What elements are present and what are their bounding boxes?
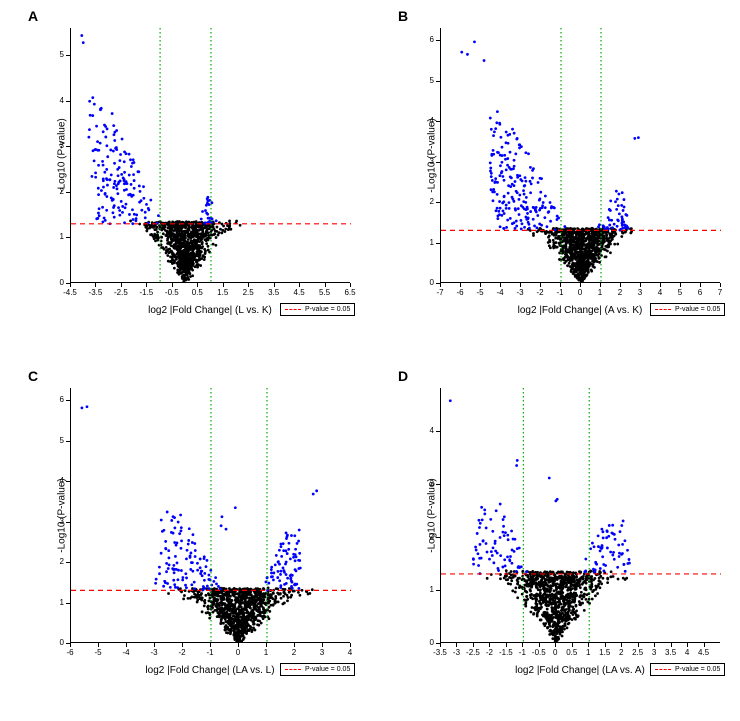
y-tick: 0 [414, 639, 434, 647]
legend-dash-icon [285, 309, 301, 310]
x-tick: 3.5 [264, 289, 284, 297]
y-tick: 1 [44, 599, 64, 607]
legend: P-value = 0.05 [280, 303, 355, 316]
x-tick: -1 [550, 289, 570, 297]
legend-dash-icon [655, 309, 671, 310]
x-tick: -6 [60, 649, 80, 657]
panel-label: D [398, 368, 408, 384]
y-tick: 1 [414, 586, 434, 594]
y-tick: 4 [44, 97, 64, 105]
x-tick: -4.5 [60, 289, 80, 297]
x-tick: -6 [450, 289, 470, 297]
x-tick: 0.5 [187, 289, 207, 297]
x-tick: -4 [116, 649, 136, 657]
legend-text: P-value = 0.05 [305, 666, 350, 673]
x-tick: 7 [710, 289, 730, 297]
plot-area [440, 388, 720, 643]
legend: P-value = 0.05 [280, 663, 355, 676]
x-tick: 0 [228, 649, 248, 657]
x-tick: -3 [144, 649, 164, 657]
x-tick: 6.5 [340, 289, 360, 297]
x-tick: -0.5 [162, 289, 182, 297]
x-tick: 4 [340, 649, 360, 657]
x-tick: 5.5 [315, 289, 335, 297]
x-tick: 1.5 [213, 289, 233, 297]
y-tick: 0 [44, 279, 64, 287]
y-axis-label: -Log10 (P-value) [427, 478, 438, 552]
legend-text: P-value = 0.05 [675, 666, 720, 673]
panel-c: C0123456-6-5-4-3-2-101234-Log10 (P-value… [10, 368, 360, 713]
x-tick: -7 [430, 289, 450, 297]
y-axis-label: -Log10 (P-value) [57, 478, 68, 552]
y-axis-label: -Log10 (P-value) [427, 118, 438, 192]
x-tick: -4 [490, 289, 510, 297]
plot-area [440, 28, 720, 283]
y-tick: 2 [414, 198, 434, 206]
x-tick: -3 [510, 289, 530, 297]
y-tick: 1 [414, 239, 434, 247]
x-axis-label: log2 |Fold Change| (A vs. K) [500, 305, 660, 316]
plot-area [70, 388, 350, 643]
volcano-plot [441, 388, 721, 643]
x-axis-label: log2 |Fold Change| (LA vs. L) [130, 665, 290, 676]
y-tick: 6 [44, 396, 64, 404]
legend-text: P-value = 0.05 [675, 306, 720, 313]
y-tick: 5 [44, 51, 64, 59]
panel-label: B [398, 8, 408, 24]
y-tick: 5 [414, 77, 434, 85]
x-tick: 4.5 [694, 649, 714, 657]
x-tick: 3 [312, 649, 332, 657]
x-tick: 2 [284, 649, 304, 657]
panel-b: B0123456-7-6-5-4-3-2-101234567-Log10 (P-… [380, 8, 730, 353]
plot-area [70, 28, 350, 283]
x-tick: -2 [530, 289, 550, 297]
panel-d: D01234-3.5-3-2.5-2-1.5-1-0.500.511.522.5… [380, 368, 730, 713]
x-tick: 4.5 [289, 289, 309, 297]
y-axis-label: -Log10 (P-value) [57, 118, 68, 192]
volcano-plot [71, 28, 351, 283]
y-tick: 0 [414, 279, 434, 287]
x-tick: 0 [570, 289, 590, 297]
x-tick: 5 [670, 289, 690, 297]
x-tick: 4 [650, 289, 670, 297]
x-axis-label: log2 |Fold Change| (L vs. K) [130, 305, 290, 316]
y-tick: 0 [44, 639, 64, 647]
volcano-plot [441, 28, 721, 283]
y-tick: 4 [414, 427, 434, 435]
x-tick: -5 [470, 289, 490, 297]
x-tick: 1 [590, 289, 610, 297]
y-tick: 1 [44, 233, 64, 241]
x-tick: -1.5 [136, 289, 156, 297]
volcano-plot [71, 388, 351, 643]
y-tick: 5 [44, 437, 64, 445]
y-tick: 2 [44, 558, 64, 566]
panel-label: A [28, 8, 38, 24]
x-tick: -3.5 [85, 289, 105, 297]
x-tick: 2.5 [238, 289, 258, 297]
legend: P-value = 0.05 [650, 663, 725, 676]
x-tick: 2 [610, 289, 630, 297]
x-tick: -2.5 [111, 289, 131, 297]
x-tick: 6 [690, 289, 710, 297]
legend-dash-icon [655, 669, 671, 670]
legend: P-value = 0.05 [650, 303, 725, 316]
x-tick: -5 [88, 649, 108, 657]
legend-dash-icon [285, 669, 301, 670]
panel-label: C [28, 368, 38, 384]
panel-a: A012345-4.5-3.5-2.5-1.5-0.50.51.52.53.54… [10, 8, 360, 353]
x-tick: -2 [172, 649, 192, 657]
x-tick: 3 [630, 289, 650, 297]
x-tick: -1 [200, 649, 220, 657]
legend-text: P-value = 0.05 [305, 306, 350, 313]
x-tick: 1 [256, 649, 276, 657]
y-tick: 6 [414, 36, 434, 44]
x-axis-label: log2 |Fold Change| (LA vs. A) [500, 665, 660, 676]
